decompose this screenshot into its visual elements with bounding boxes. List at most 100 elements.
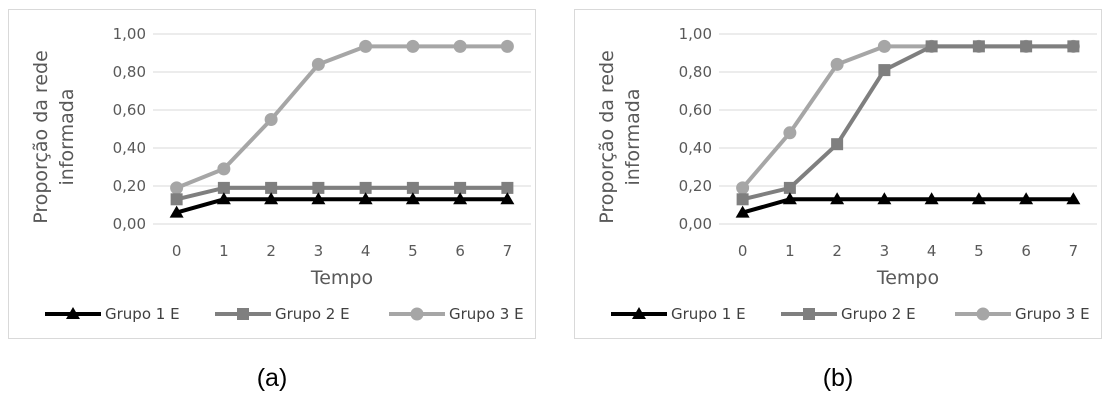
series-line (742, 197, 1074, 215)
y-axis-title: Proporção da rede informada (596, 50, 644, 224)
data-point (1066, 192, 1081, 205)
x-tick-label: 2 (266, 242, 276, 260)
legend-label: Grupo 2 E (841, 305, 916, 323)
legend-label: Grupo 1 E (671, 305, 746, 323)
data-point (736, 193, 749, 206)
data-point (783, 181, 796, 194)
legend-marker (237, 308, 249, 320)
series-line (741, 44, 1074, 190)
line-chart-a: 0,00 0,20 0,40 0,60 0,80 1,00 0 1 2 3 4 5 6 7 Tempo Pro… (30, 25, 531, 323)
legend-marker (410, 307, 424, 321)
y-tick-label: 0,20 (679, 177, 712, 195)
legend-marker (632, 307, 646, 319)
data-point (500, 39, 514, 53)
x-tick-label: 5 (974, 242, 984, 260)
legend-label: Grupo 2 E (275, 305, 350, 323)
data-point (312, 181, 325, 194)
y-tick-label: 0,00 (113, 215, 146, 233)
x-axis-title: Tempo (876, 267, 939, 289)
data-point (264, 192, 279, 205)
data-point (406, 39, 420, 53)
legend-label: Grupo 3 E (1015, 305, 1090, 323)
x-tick-label: 4 (361, 242, 371, 260)
data-point (877, 192, 892, 205)
data-point (924, 192, 939, 205)
data-point (1019, 192, 1034, 205)
x-tick-label: 0 (172, 242, 182, 260)
y-axis-title-line2: informada (622, 89, 644, 186)
series-line (175, 44, 508, 190)
data-point (170, 193, 183, 206)
data-point (265, 181, 278, 194)
y-tick-label: 0,80 (113, 63, 146, 81)
data-point (359, 181, 372, 194)
legend-marker (66, 307, 80, 319)
x-tick-label: 6 (455, 242, 465, 260)
data-point (501, 181, 514, 194)
chart-panel-a: 0,00 0,20 0,40 0,60 0,80 1,00 0 1 2 3 4 5 6 7 Tempo Pro… (8, 9, 536, 339)
x-tick-label: 4 (927, 242, 937, 260)
data-point (783, 126, 797, 140)
x-tick-label: 6 (1021, 242, 1031, 260)
y-tick-label: 0,40 (113, 139, 146, 157)
data-point (217, 181, 230, 194)
data-point (972, 40, 985, 53)
data-point (453, 192, 468, 205)
y-tick-label: 0,40 (679, 139, 712, 157)
x-tick-label: 0 (738, 242, 748, 260)
data-point (736, 181, 750, 195)
series-line (742, 44, 1074, 202)
y-tick-label: 1,00 (679, 25, 712, 43)
panel-caption-a: (a) (256, 364, 288, 392)
data-point (971, 192, 986, 205)
data-point (878, 64, 891, 77)
data-point (405, 192, 420, 205)
x-tick-label: 5 (408, 242, 418, 260)
y-tick-label: 0,80 (679, 63, 712, 81)
x-tick-label: 1 (785, 242, 795, 260)
data-point (830, 57, 844, 71)
data-point (925, 40, 938, 53)
legend-marker (803, 308, 815, 320)
data-point (217, 162, 231, 176)
data-point (831, 138, 844, 151)
y-axis-title-line2: informada (56, 89, 78, 186)
y-axis-title-line1: Proporção da rede (596, 50, 618, 224)
y-tick-label: 0,00 (679, 215, 712, 233)
data-point (216, 192, 231, 205)
x-tick-label: 3 (880, 242, 890, 260)
legend-label: Grupo 3 E (449, 305, 524, 323)
x-tick-label: 7 (1069, 242, 1079, 260)
data-point (311, 192, 326, 205)
series-line (176, 197, 508, 215)
data-point (877, 39, 891, 53)
x-tick-label: 3 (314, 242, 324, 260)
legend-marker (976, 307, 990, 321)
y-tick-label: 0,60 (113, 101, 146, 119)
x-tick-label: 7 (503, 242, 513, 260)
data-point (830, 192, 845, 205)
y-axis-title-line1: Proporção da rede (30, 50, 52, 224)
x-tick-label: 1 (219, 242, 229, 260)
data-point (1020, 40, 1033, 53)
panel-caption-b: (b) (822, 364, 854, 392)
data-point (500, 192, 515, 205)
data-point (454, 181, 467, 194)
y-tick-label: 1,00 (113, 25, 146, 43)
x-axis-title: Tempo (310, 267, 373, 289)
data-point (359, 39, 373, 53)
data-point (1067, 40, 1080, 53)
y-tick-label: 0,60 (679, 101, 712, 119)
legend-label: Grupo 1 E (105, 305, 180, 323)
data-point (735, 205, 750, 218)
data-point (170, 181, 184, 195)
data-point (311, 57, 325, 71)
data-point (406, 181, 419, 194)
y-axis-title: Proporção da rede informada (30, 50, 78, 224)
data-point (264, 113, 278, 126)
data-point (358, 192, 373, 205)
line-chart-b: 0,00 0,20 0,40 0,60 0,80 1,00 0 1 2 3 4 5 6 7 Tempo Pro… (596, 25, 1097, 323)
y-tick-label: 0,20 (113, 177, 146, 195)
x-tick-label: 2 (832, 242, 842, 260)
series-line (176, 185, 508, 202)
